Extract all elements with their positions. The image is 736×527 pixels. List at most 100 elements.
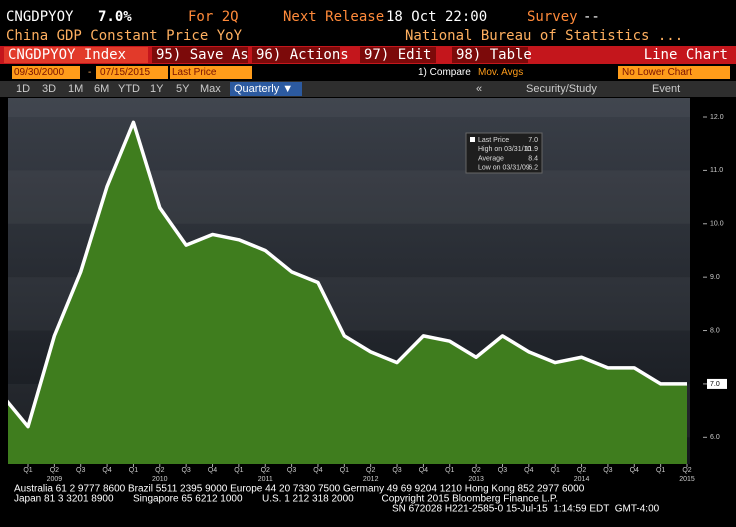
tool[interactable]: « (476, 83, 482, 95)
button[interactable] (360, 47, 436, 63)
year-label: 2013 (468, 476, 484, 483)
x-tick-label: Q2 (471, 467, 480, 474)
x-tick-label: Q2 (261, 467, 270, 474)
year-label: 2015 (679, 476, 695, 483)
legend-value: 6.2 (528, 165, 538, 172)
x-tick-label: Q1 (445, 467, 454, 474)
source: National Bureau of Statistics ... (405, 28, 683, 44)
start-date[interactable]: 09/30/2000 (14, 67, 64, 78)
legend-label: Low on 03/31/09 (478, 165, 530, 172)
x-tick-label: Q2 (155, 467, 164, 474)
security[interactable]: CNGDPYOY Index (8, 47, 126, 63)
year-label: 2012 (363, 476, 379, 483)
compare[interactable]: 1) Compare (418, 67, 471, 78)
button[interactable] (452, 47, 528, 63)
year-label: 2014 (574, 476, 590, 483)
security-box[interactable] (4, 47, 148, 63)
next-release: 18 Oct 22:00 (386, 9, 487, 25)
x-tick-label: Q3 (287, 467, 296, 474)
x-tick-label: Q4 (419, 467, 428, 474)
y-tick-label: 9.0 (710, 274, 720, 281)
x-tick-label: Q4 (524, 467, 533, 474)
button-label[interactable]: 98) Table (456, 47, 532, 63)
period[interactable]: 1Y (150, 83, 164, 95)
legend-value: 7.0 (528, 137, 538, 144)
end-date[interactable]: 07/15/2015 (100, 67, 150, 78)
x-tick-label: Q1 (340, 467, 349, 474)
x-tick-label: Q3 (392, 467, 401, 474)
x-tick-label: Q4 (208, 467, 217, 474)
button-label[interactable]: 95) Save As... (156, 47, 274, 63)
tool[interactable]: Event (652, 83, 680, 95)
x-tick-label: Q1 (656, 467, 665, 474)
button-label[interactable]: 97) Edit (364, 47, 431, 63)
x-tick-label: Q2 (50, 467, 59, 474)
period[interactable]: Max (200, 83, 221, 95)
chart-type[interactable]: Line Chart (644, 47, 728, 63)
x-tick-label: Q3 (181, 467, 190, 474)
x-tick-label: Q3 (498, 467, 507, 474)
button[interactable] (152, 47, 248, 63)
period[interactable]: YTD (118, 83, 140, 95)
x-tick-label: Q1 (23, 467, 32, 474)
area-fill (8, 122, 687, 464)
last-value-label: 7.0 (710, 381, 720, 388)
line (8, 120, 687, 429)
legend-value: 11.9 (525, 146, 538, 153)
separator: - (88, 67, 91, 78)
band (8, 98, 690, 118)
ticker: CNGDPYOY (6, 9, 74, 25)
x-tick-label: Q2 (366, 467, 375, 474)
axes: 6.0 7.0 8.0 9.0 10.0 11.0 12.0 Q1 Q2 2009 Q3 Q4 Q1 Q2… (23, 114, 727, 483)
x-tick-label: Q2 (682, 467, 691, 474)
footer-line: Japan 81 3 3201 8900 Singapore 65 6212 1… (14, 494, 558, 505)
legend-value: 8.4 (528, 155, 538, 162)
year-label: 2011 (258, 476, 273, 483)
legend-label: Last Price (478, 137, 509, 144)
lower-chart[interactable]: No Lower Chart (622, 67, 692, 78)
plot (8, 120, 687, 464)
period-buttons: 1D 3D 1M 6M YTD 1Y 5Y Max (16, 83, 221, 95)
field[interactable]: Last Price (172, 67, 217, 78)
period[interactable]: 1M (68, 83, 83, 95)
input[interactable] (12, 66, 80, 79)
x-tick-label: Q1 (129, 467, 138, 474)
legend-swatch (470, 137, 475, 142)
legend (465, 132, 543, 174)
x-tick-label: Q4 (313, 467, 322, 474)
y-tick-label: 6.0 (710, 434, 720, 441)
survey: -- (583, 9, 600, 25)
button[interactable] (252, 47, 340, 63)
footer-line: Australia 61 2 9777 8600 Brazil 5511 239… (14, 484, 585, 495)
description: China GDP Constant Price YoY (6, 28, 243, 44)
footer-line: SN 672028 H221-2585-0 15-Jul-15 1:14:59 … (392, 504, 660, 515)
period[interactable]: 1D (16, 83, 30, 95)
x-tick-label: Q3 (76, 467, 85, 474)
frequency-box[interactable] (230, 82, 302, 96)
period[interactable]: 6M (94, 83, 109, 95)
tool[interactable]: Security/Study (526, 83, 597, 95)
x-tick-label: Q4 (630, 467, 639, 474)
x-tick-label: Q1 (551, 467, 560, 474)
period: For 2Q (188, 9, 239, 25)
period[interactable]: 3D (42, 83, 56, 95)
legend-label: High on 03/31/10 (478, 146, 531, 153)
survey-label: Survey (527, 9, 578, 25)
period[interactable]: 5Y (176, 83, 190, 95)
button-label[interactable]: 96) Actions (256, 47, 349, 63)
x-tick-label: Q2 (577, 467, 586, 474)
y-tick-label: 12.0 (710, 114, 724, 121)
last-value-tag (707, 378, 727, 389)
frequency[interactable]: Quarterly ▼ (234, 83, 293, 95)
x-tick-label: Q4 (102, 467, 111, 474)
x-tick-label: Q3 (603, 467, 612, 474)
x-tick-label: Q1 (234, 467, 243, 474)
studies[interactable]: Mov. Avgs (478, 67, 523, 78)
legend-label: Average (478, 155, 504, 162)
last: 7.0% (98, 9, 132, 25)
input[interactable] (170, 66, 252, 79)
input[interactable] (618, 66, 730, 79)
y-tick-label: 11.0 (710, 167, 723, 174)
year-label: 2010 (152, 476, 168, 483)
input[interactable] (96, 66, 168, 79)
